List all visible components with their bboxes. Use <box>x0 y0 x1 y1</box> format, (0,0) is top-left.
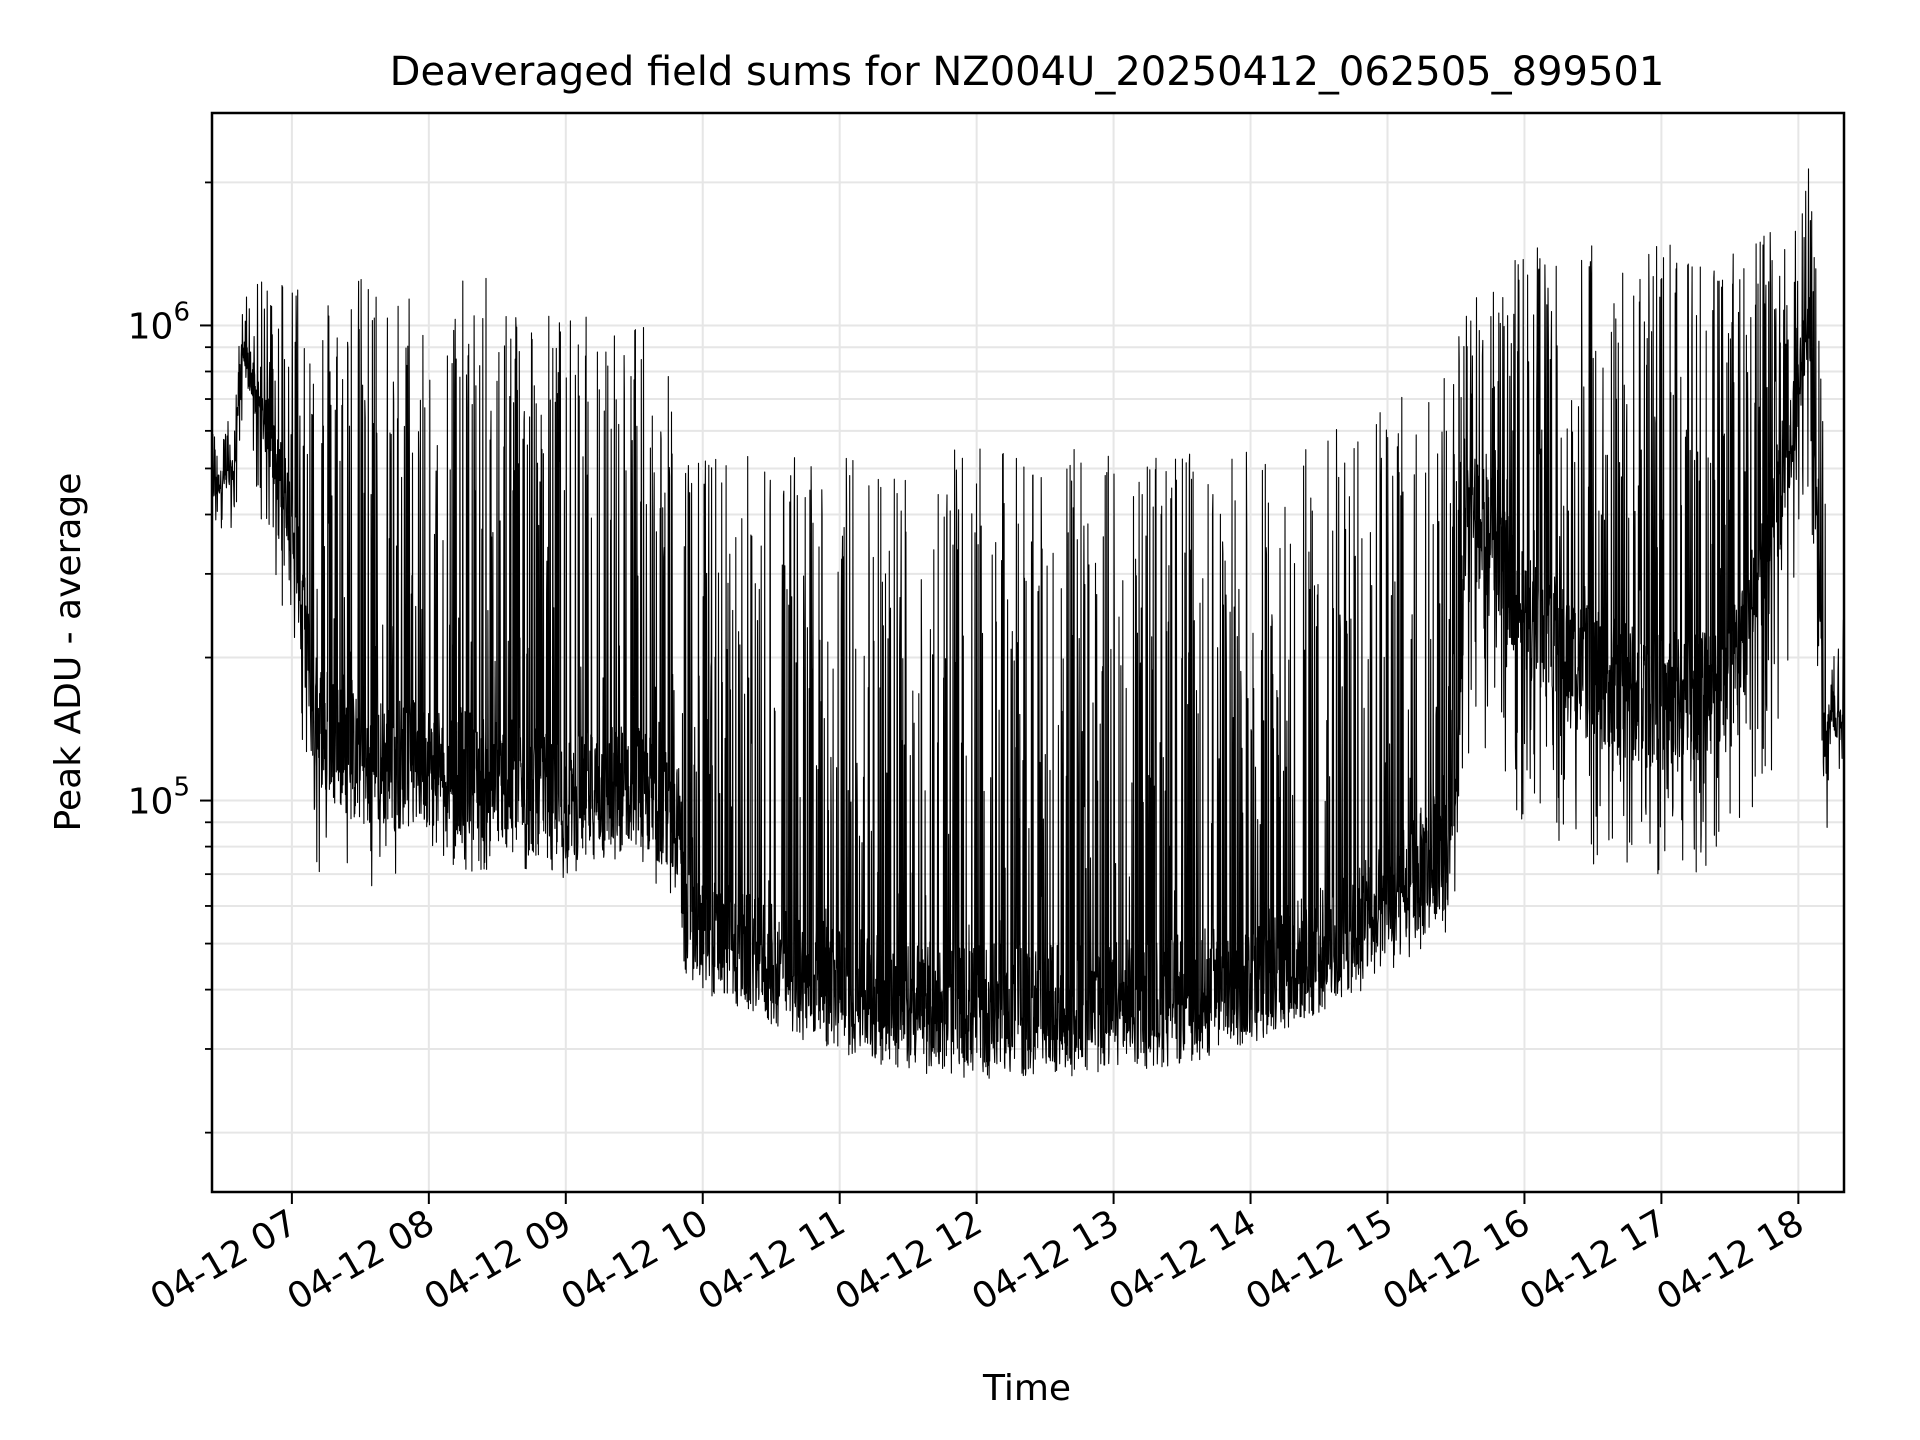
chart-title: Deaveraged field sums for NZ004U_2025041… <box>390 49 1665 95</box>
series-path <box>211 168 1845 1079</box>
x-axis-label: Time <box>982 1368 1071 1409</box>
plot-frame <box>210 111 1846 1194</box>
series-line <box>211 168 1845 1079</box>
y-axis-label: Peak ADU - average <box>48 473 89 832</box>
